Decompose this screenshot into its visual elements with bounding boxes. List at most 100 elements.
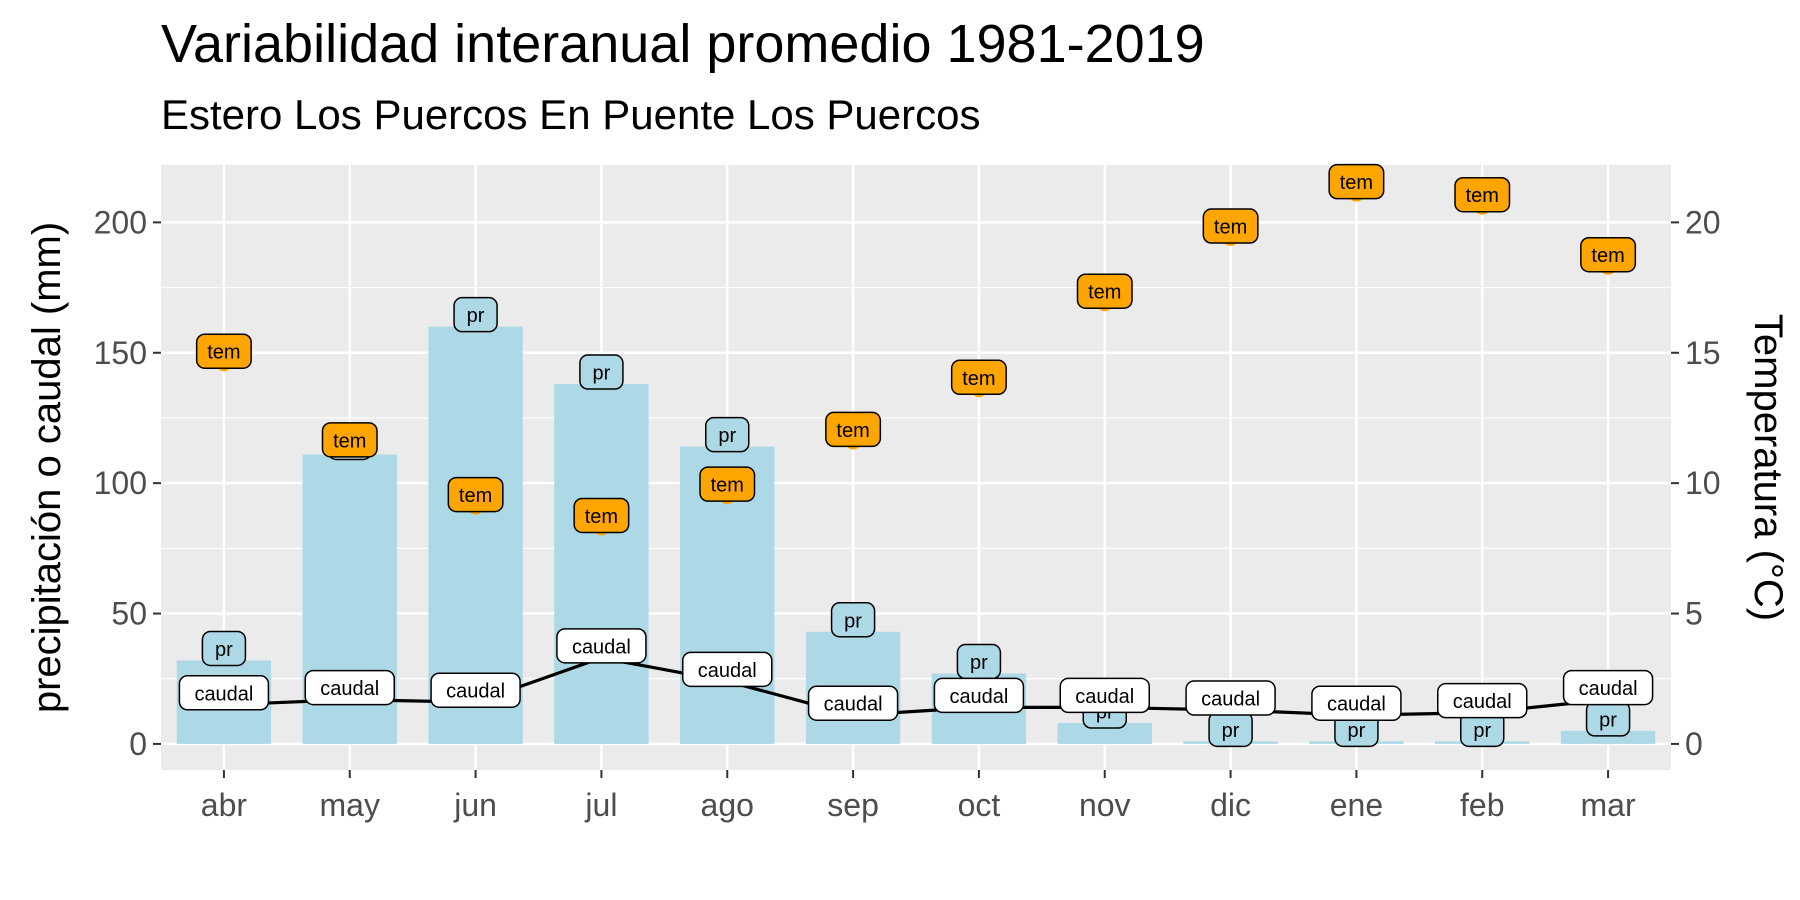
label-box bbox=[825, 411, 882, 448]
label-box bbox=[682, 651, 773, 688]
x-tick-label: dic bbox=[1210, 787, 1251, 823]
x-tick-label: sep bbox=[827, 787, 879, 823]
y-tick-label: 150 bbox=[94, 335, 147, 371]
label-text: pr bbox=[1599, 709, 1617, 731]
label-box bbox=[1580, 236, 1637, 273]
label-tem-jun: tem bbox=[447, 476, 504, 513]
x-tick-label: nov bbox=[1079, 787, 1131, 823]
label-text: tem bbox=[711, 475, 744, 497]
y-tick-label: 50 bbox=[111, 596, 147, 632]
label-text: tem bbox=[1466, 185, 1499, 207]
label-text: tem bbox=[1088, 282, 1121, 304]
y-right-tick-label: 15 bbox=[1685, 335, 1721, 371]
label-pr-sep: pr bbox=[830, 602, 876, 638]
label-box bbox=[304, 669, 395, 706]
x-tick-label: feb bbox=[1460, 787, 1504, 823]
y-tick-label: 0 bbox=[129, 726, 147, 762]
label-caudal-may: caudal bbox=[304, 669, 395, 706]
label-box bbox=[1202, 208, 1259, 244]
label-caudal-feb: caudal bbox=[1437, 682, 1528, 719]
y-right-tick-label: 5 bbox=[1685, 596, 1703, 632]
label-text: caudal bbox=[572, 636, 631, 658]
label-text: tem bbox=[836, 420, 869, 442]
label-caudal-mar: caudal bbox=[1562, 669, 1654, 706]
label-caudal-jul: caudal bbox=[556, 628, 647, 664]
y-right-tick-label: 0 bbox=[1685, 726, 1703, 762]
x-tick-label: may bbox=[320, 787, 380, 823]
label-tem-dic: tem bbox=[1202, 208, 1259, 244]
x-tick-label: mar bbox=[1581, 787, 1636, 823]
x-tick-label: oct bbox=[958, 787, 1001, 823]
label-pr-dic: pr bbox=[1208, 711, 1253, 748]
label-tem-ago: tem bbox=[699, 466, 756, 502]
label-box bbox=[1059, 677, 1150, 714]
label-tem-nov: tem bbox=[1076, 273, 1133, 309]
label-tem-feb: tem bbox=[1454, 176, 1511, 213]
label-text: caudal bbox=[824, 694, 883, 716]
label-text: tem bbox=[1214, 217, 1247, 239]
label-box bbox=[1437, 682, 1528, 719]
label-box bbox=[430, 672, 521, 708]
label-box bbox=[830, 602, 876, 638]
label-text: caudal bbox=[1327, 694, 1386, 716]
label-box bbox=[447, 476, 504, 513]
label-box bbox=[321, 422, 378, 458]
label-tem-ene: tem bbox=[1328, 163, 1385, 200]
label-box bbox=[807, 685, 899, 721]
label-text: tem bbox=[962, 368, 995, 390]
label-caudal-jun: caudal bbox=[430, 672, 521, 708]
label-tem-mar: tem bbox=[1580, 236, 1637, 273]
label-layer: prprprprprprprprprprprprcaudalcaudalcaud… bbox=[178, 163, 1654, 748]
label-box bbox=[1311, 685, 1402, 721]
x-tick-label: abr bbox=[201, 787, 248, 823]
label-text: pr bbox=[1473, 720, 1491, 742]
label-tem-may: tem bbox=[321, 422, 378, 458]
label-text: caudal bbox=[698, 660, 757, 682]
label-text: pr bbox=[718, 425, 736, 447]
label-text: pr bbox=[593, 363, 611, 385]
label-pr-mar: pr bbox=[1585, 701, 1631, 737]
label-tem-sep: tem bbox=[825, 411, 882, 448]
label-text: pr bbox=[844, 610, 862, 632]
label-box bbox=[178, 675, 270, 711]
label-caudal-nov: caudal bbox=[1059, 677, 1150, 714]
label-pr-oct: pr bbox=[956, 643, 1002, 680]
label-caudal-abr: caudal bbox=[178, 675, 270, 711]
label-box bbox=[1562, 669, 1654, 706]
label-caudal-ago: caudal bbox=[682, 651, 773, 688]
label-text: caudal bbox=[194, 683, 253, 705]
label-text: tem bbox=[333, 430, 366, 452]
label-pr-jun: pr bbox=[453, 296, 498, 333]
label-pr-abr: pr bbox=[201, 630, 247, 667]
bar-pr-mar bbox=[1560, 730, 1656, 744]
label-text: caudal bbox=[1075, 686, 1134, 708]
label-box bbox=[950, 359, 1007, 396]
label-box bbox=[705, 416, 750, 453]
x-tick-label: ene bbox=[1330, 787, 1383, 823]
label-box bbox=[201, 630, 247, 667]
label-box bbox=[1454, 176, 1511, 213]
bar-pr-jul bbox=[554, 384, 649, 744]
label-text: tem bbox=[585, 506, 618, 528]
label-pr-ago: pr bbox=[705, 416, 750, 453]
chart-subtitle: Estero Los Puercos En Puente Los Puercos bbox=[161, 91, 980, 138]
label-box bbox=[933, 677, 1025, 714]
label-text: caudal bbox=[446, 681, 505, 703]
y-tick-label: 100 bbox=[94, 465, 147, 501]
label-tem-oct: tem bbox=[950, 359, 1007, 396]
y-axis-title: precipitación o caudal (mm) bbox=[25, 222, 69, 713]
label-text: pr bbox=[1222, 720, 1240, 742]
label-box bbox=[453, 296, 498, 333]
label-text: caudal bbox=[1453, 691, 1512, 713]
label-text: tem bbox=[459, 485, 492, 507]
label-text: tem bbox=[207, 342, 240, 364]
x-tick-label: jul bbox=[584, 787, 617, 823]
label-box bbox=[699, 466, 756, 502]
label-tem-jul: tem bbox=[573, 497, 630, 534]
label-box bbox=[195, 333, 252, 369]
label-caudal-oct: caudal bbox=[933, 677, 1025, 714]
x-tick-label: ago bbox=[701, 787, 754, 823]
label-box bbox=[1185, 680, 1276, 716]
plot-panel bbox=[161, 165, 1671, 770]
